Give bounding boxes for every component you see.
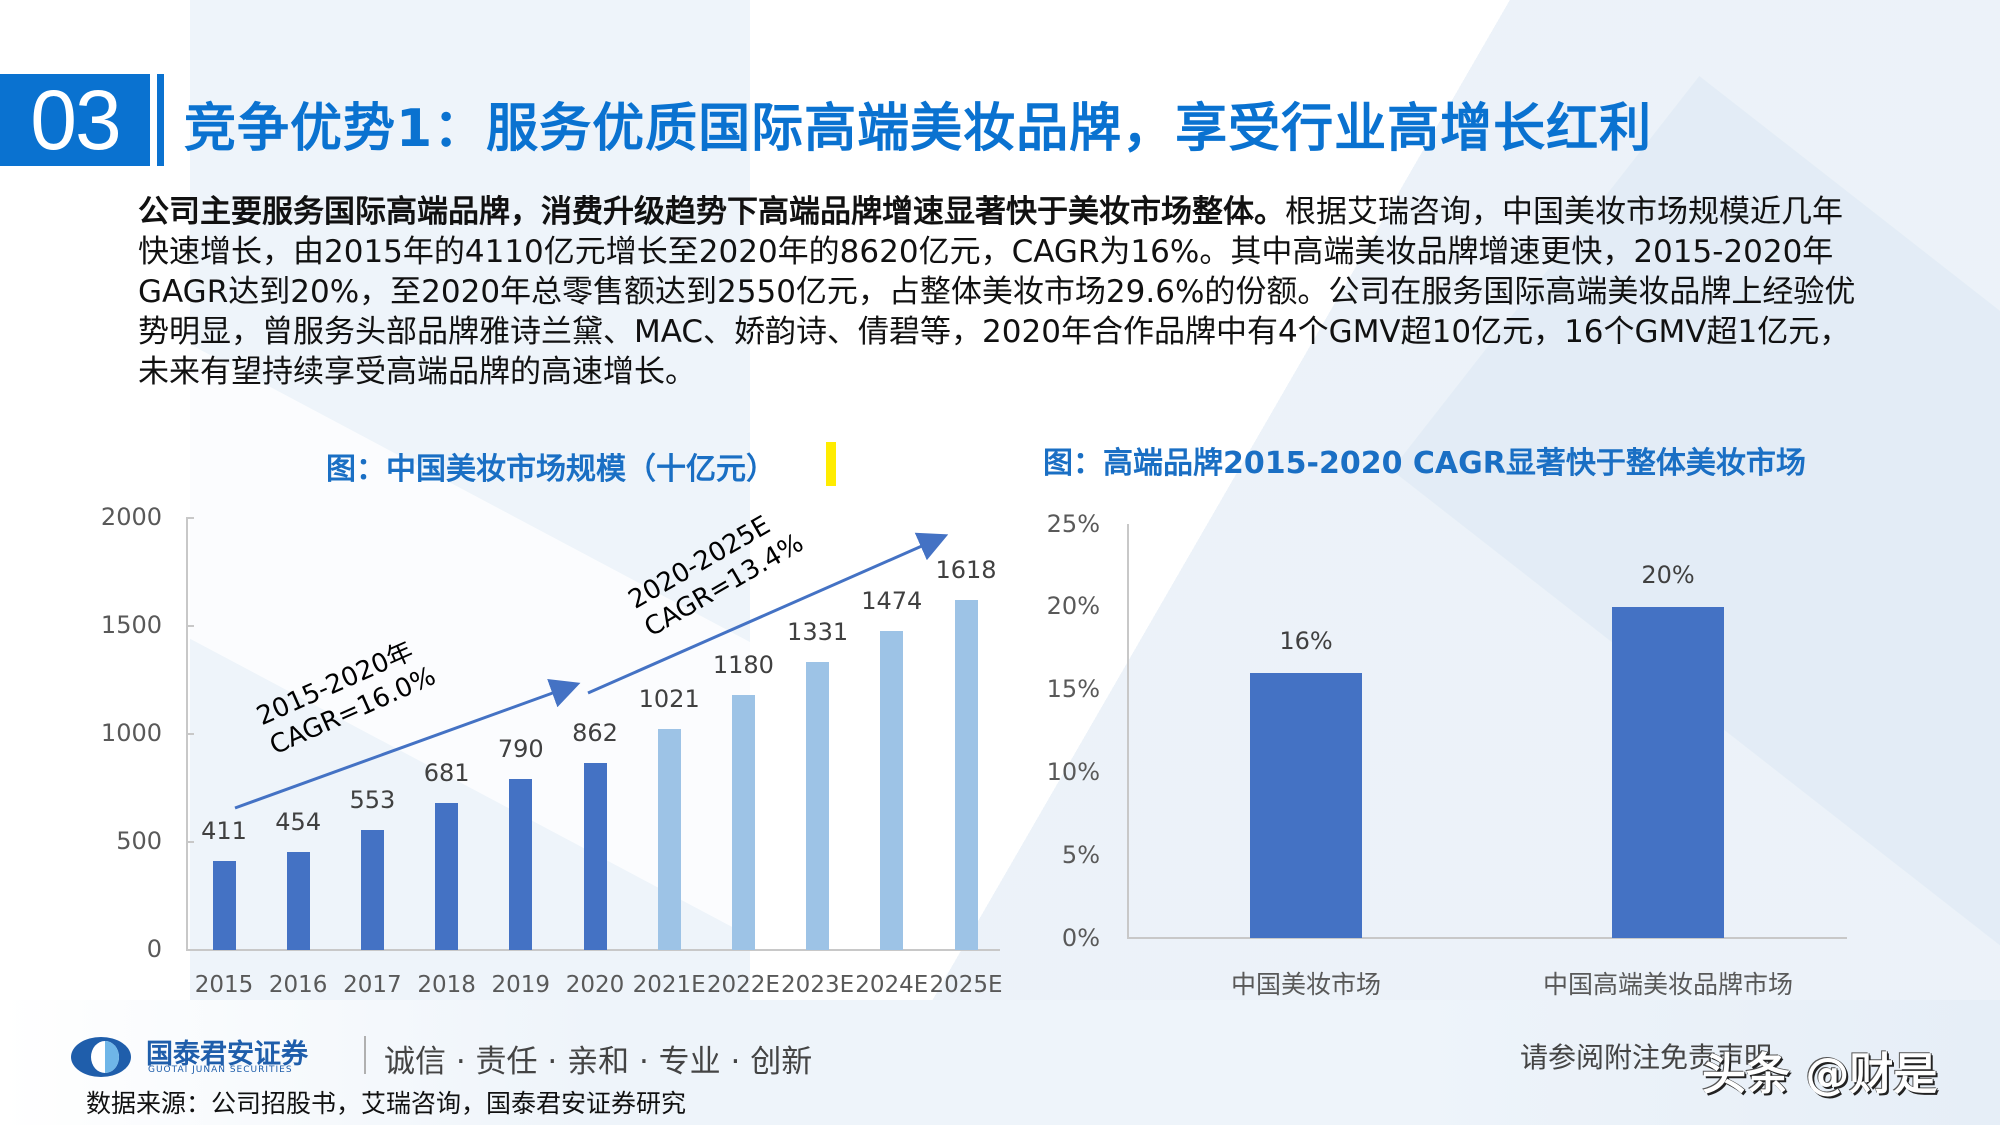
bar-value-label: 20% xyxy=(1641,560,1695,589)
x-category-label: 中国高端美妆品牌市场 xyxy=(1542,970,1793,999)
y-tick xyxy=(186,841,194,843)
bar-中国美妆市场 xyxy=(1250,673,1362,938)
bar-中国高端美妆品牌市场 xyxy=(1612,606,1724,938)
y-tick-label: 0% xyxy=(1061,924,1100,952)
bar-2018 xyxy=(435,802,459,950)
company-slogan: 诚信 · 责任 · 亲和 · 专业 · 创新 xyxy=(384,1044,813,1080)
cagr-chart-title: 图：高端品牌2015-2020 CAGR显著快于整体美妆市场 xyxy=(1043,446,1806,481)
y-axis-line xyxy=(1127,524,1129,939)
y-tick xyxy=(186,625,194,627)
bar-2023E xyxy=(806,661,830,950)
market-size-chart-title: 图：中国美妆市场规模（十亿元） xyxy=(326,452,776,487)
footer-divider xyxy=(364,1036,366,1074)
y-tick-label: 2000 xyxy=(100,503,162,531)
y-tick-label: 500 xyxy=(116,827,162,855)
y-tick xyxy=(186,517,194,519)
bar-2019 xyxy=(509,778,533,950)
bar-value-label: 790 xyxy=(497,734,544,763)
bar-value-label: 681 xyxy=(423,758,470,787)
bar-2024E xyxy=(880,630,904,950)
bar-value-label: 1618 xyxy=(935,555,997,584)
bar-value-label: 454 xyxy=(275,807,322,836)
section-divider-bar xyxy=(157,74,164,166)
x-tick-label: 2017 xyxy=(343,972,402,998)
data-source-note: 数据来源：公司招股书，艾瑞咨询，国泰君安证券研究 xyxy=(86,1089,687,1118)
x-tick-label: 2018 xyxy=(417,972,476,998)
y-tick-label: 1000 xyxy=(100,719,162,747)
bar-2016 xyxy=(286,851,310,950)
bar-2017 xyxy=(360,830,384,950)
x-tick-label: 2016 xyxy=(268,972,328,998)
x-tick-label: 2024E xyxy=(855,972,929,998)
y-tick-label: 5% xyxy=(1061,841,1100,869)
gtja-logo-icon xyxy=(71,1037,131,1077)
x-tick-label: 2023E xyxy=(781,972,855,998)
y-tick-label: 0 xyxy=(146,935,162,963)
body-lead-sentence: 公司主要服务国际高端品牌，消费升级趋势下高端品牌增速显著快于美妆市场整体。 xyxy=(138,194,1285,230)
bar-2022E xyxy=(731,694,755,950)
bar-value-label: 411 xyxy=(201,817,247,846)
body-paragraph: 公司主要服务国际高端品牌，消费升级趋势下高端品牌增速显著快于美妆市场整体。根据艾… xyxy=(138,192,1868,392)
x-tick-label: 2021E xyxy=(632,972,706,998)
disclaimer-note: 请参阅附注免责声明 xyxy=(1520,1041,1773,1074)
bar-value-label: 1180 xyxy=(712,650,774,679)
y-tick-label: 25% xyxy=(1046,510,1100,538)
y-tick-label: 1500 xyxy=(100,611,162,639)
x-tick-label: 2025E xyxy=(929,972,1003,998)
arrow-2020-2025-icon xyxy=(587,532,949,695)
watermark: 头条 @财是 xyxy=(1702,1049,1938,1100)
page-title: 竞争优势1：服务优质国际高端美妆品牌，享受行业高增长红利 xyxy=(184,99,1653,159)
bar-value-label: 1331 xyxy=(787,617,849,646)
x-tick-label: 2022E xyxy=(706,972,780,998)
x-tick-label: 2015 xyxy=(194,972,254,998)
x-axis-line xyxy=(186,949,1000,951)
section-number-badge: 03 xyxy=(0,74,150,166)
y-tick-label: 20% xyxy=(1046,592,1100,620)
x-axis-line xyxy=(1127,937,1847,939)
bar-value-label: 1474 xyxy=(861,586,923,615)
bar-value-label: 553 xyxy=(349,786,396,815)
body-detail-text: 根据艾瑞咨询，中国美妆市场规模近几年快速增长，由2015年的4110亿元增长至2… xyxy=(138,194,1856,390)
y-tick-label: 10% xyxy=(1046,758,1100,786)
arrow-2015-2020-icon xyxy=(234,679,581,810)
y-tick xyxy=(186,733,194,735)
bar-2021E xyxy=(657,728,681,950)
cagr-trend-arrows xyxy=(234,532,949,810)
logo-english-name: GUOTAI JUNAN SECURITIES xyxy=(148,1065,293,1075)
bar-value-label: 16% xyxy=(1279,627,1333,656)
bar-value-label: 1021 xyxy=(638,684,700,713)
bar-value-label: 862 xyxy=(572,719,618,748)
highlight-marker xyxy=(826,442,836,486)
bar-2020 xyxy=(583,763,607,950)
bar-2015 xyxy=(212,861,236,950)
y-tick-label: 15% xyxy=(1046,675,1100,703)
bar-2025E xyxy=(954,599,978,950)
x-tick-label: 2019 xyxy=(491,972,551,998)
x-category-label: 中国美妆市场 xyxy=(1230,970,1381,999)
x-tick-label: 2020 xyxy=(565,972,625,998)
logo-chinese-name: 国泰君安证券 xyxy=(146,1039,308,1070)
